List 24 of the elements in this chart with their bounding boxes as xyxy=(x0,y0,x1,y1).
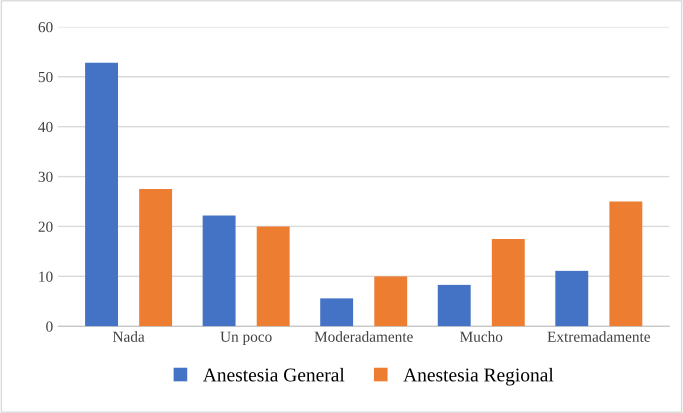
bar xyxy=(320,298,354,326)
y-tick-label: 10 xyxy=(39,272,53,282)
bar xyxy=(555,270,588,326)
legend-label: Anestesia Regional xyxy=(403,368,554,386)
y-tick-label: 30 xyxy=(38,172,53,182)
x-tick-label: Moderadamente xyxy=(314,331,413,342)
x-tick-label: Mucho xyxy=(460,331,502,342)
bar xyxy=(139,189,172,326)
bar xyxy=(256,226,290,326)
bar xyxy=(374,276,408,326)
y-tick-label: 60 xyxy=(38,22,53,32)
x-tick-label: Un poco xyxy=(220,332,272,345)
y-tick-label: 20 xyxy=(38,222,53,232)
bar xyxy=(85,62,118,326)
x-tick-label: Nada xyxy=(112,331,144,342)
bar xyxy=(609,202,642,326)
bar xyxy=(202,215,236,326)
bar xyxy=(492,238,525,326)
x-tick-label: Extremadamente xyxy=(547,331,650,342)
y-tick-label: 0 xyxy=(46,321,53,332)
bar xyxy=(438,284,471,326)
legend-label: Anestesia General xyxy=(202,368,344,382)
y-tick-label: 40 xyxy=(38,122,53,132)
y-tick-label: 50 xyxy=(38,72,53,82)
